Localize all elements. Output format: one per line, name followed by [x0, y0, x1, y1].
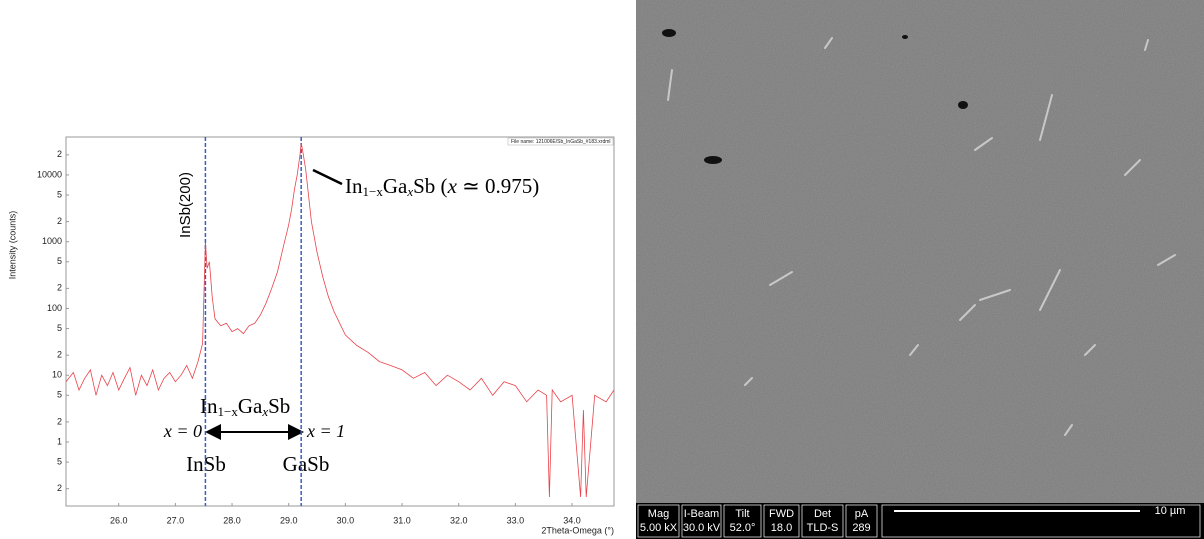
left-eq: x = 0 [163, 421, 202, 441]
info-label: pA [855, 508, 869, 520]
y-tick-label: 2 [57, 483, 62, 493]
x-tick-label: 30.0 [337, 515, 355, 525]
info-cell [801, 504, 844, 538]
y-tick-label: 2 [57, 350, 62, 360]
x-tick-label: 28.0 [223, 515, 241, 525]
y-tick-label: 2 [57, 216, 62, 226]
x-axis-label: 2Theta-Omega (°) [541, 525, 614, 535]
info-cell [763, 504, 800, 538]
info-label: FWD [769, 508, 794, 520]
info-label: Mag [648, 508, 669, 520]
info-label: I-Beam [684, 508, 719, 520]
y-tick-label: 5 [57, 456, 62, 466]
y-tick-label: 2 [57, 416, 62, 426]
info-value: 18.0 [771, 522, 792, 534]
sem-streaks [667, 37, 1176, 436]
leader-line [312, 168, 343, 186]
info-value: 5.00 kX [640, 522, 678, 534]
info-cell [845, 504, 878, 538]
y-tick-label: 1000 [42, 236, 62, 246]
sem-panel: Mag 5.00 kX I-Beam 30.0 kV Tilt 52.0° FWD 18.0 D… [636, 0, 1204, 539]
info-value: 289 [852, 522, 870, 534]
info-value: 30.0 kV [683, 522, 721, 534]
label-part: x [406, 184, 413, 199]
sem-texture [636, 0, 1204, 503]
label-part: x [447, 174, 458, 198]
info-value: 52.0° [730, 522, 756, 534]
x-tick-label: 27.0 [167, 515, 185, 525]
sem-pits [662, 29, 968, 164]
scale-label: 10 µm [1155, 505, 1186, 517]
x-tick-label: 33.0 [507, 515, 525, 525]
label-part: ≃ 0.975) [457, 174, 539, 198]
file-note: File name: 121006E/Sb_InGaSb_#183.xrdml [511, 139, 611, 145]
y-tick-label: 5 [57, 189, 62, 199]
right-name: GaSb [283, 452, 330, 476]
right-eq: x = 1 [306, 421, 345, 441]
scale-cell [881, 504, 1201, 538]
info-label: Det [814, 508, 831, 520]
info-cell [637, 504, 680, 538]
range-label: In1−xGaxSb [200, 394, 290, 419]
y-tick-label: 2 [57, 283, 62, 293]
label-part: Ga [383, 174, 408, 198]
x-tick-label: 29.0 [280, 515, 298, 525]
alloy-label: In1−xGaxSb (x ≃ 0.975) [345, 174, 539, 199]
data-line [65, 143, 615, 498]
x-tick-label: 31.0 [393, 515, 411, 525]
label-part: 1−x [363, 184, 384, 199]
file-note-box [507, 137, 614, 146]
label-part: Sb ( [413, 174, 447, 198]
y-tick-label: 5 [57, 256, 62, 266]
x-tick-label: 26.0 [110, 515, 128, 525]
y-tick-label: 5 [57, 390, 62, 400]
label-part: In [200, 394, 218, 418]
peak-label: InSb(200) [177, 172, 194, 238]
info-label: Tilt [735, 508, 749, 520]
plot-frame [65, 136, 615, 507]
y-tick-label: 1 [57, 436, 62, 446]
label-part: 1−x [218, 404, 239, 419]
label-part: Ga [238, 394, 263, 418]
x-tick-label: 34.0 [563, 515, 581, 525]
y-tick-label: 10000 [37, 169, 62, 179]
info-value: TLD-S [807, 522, 839, 534]
info-cell [681, 504, 722, 538]
label-part: x [261, 404, 268, 419]
x-tick-label: 32.0 [450, 515, 468, 525]
y-tick-label: 5 [57, 323, 62, 333]
info-cell [723, 504, 762, 538]
label-part: Sb [268, 394, 290, 418]
y-tick-label: 2 [57, 149, 62, 159]
y-tick-label: 100 [47, 303, 62, 313]
y-tick-label: 10 [52, 370, 62, 380]
y-axis-label: Intensity (counts) [7, 211, 17, 280]
label-part: In [345, 174, 363, 198]
sem-info-bar [636, 503, 1204, 539]
